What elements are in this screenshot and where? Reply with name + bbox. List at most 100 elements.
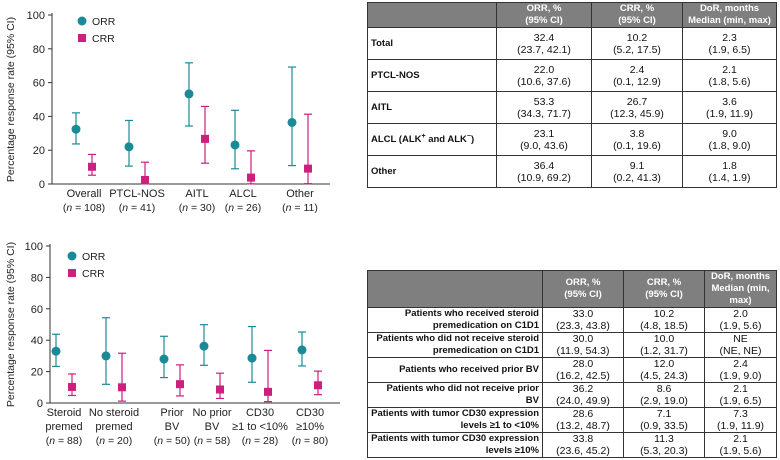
row-label: Patients who received prior BV: [367, 357, 543, 383]
row-label: Other: [367, 155, 497, 188]
x-category-n: (n = 50): [154, 435, 191, 447]
cell-crr: 10.0 (1.2, 31.7): [623, 332, 705, 358]
y-tick-label: 40: [31, 335, 43, 347]
orr-point: [101, 351, 111, 361]
orr-point: [230, 140, 240, 150]
x-category-label: ≥1 to <10%: [232, 421, 288, 433]
cell-dor: NE (NE, NE): [704, 332, 777, 358]
x-category-label: No prior: [192, 407, 231, 419]
table-header-blank: [367, 2, 497, 28]
header-orr: ORR, % (95% CI): [542, 270, 624, 308]
legend-crr-label: CRR: [82, 268, 105, 280]
row-label: Total: [367, 27, 497, 60]
cell-crr: 10.2 (4.8, 18.5): [623, 307, 705, 333]
cell-crr: 3.8 (0.1, 19.6): [591, 123, 683, 156]
cell-orr: 33.0 (23.3, 43.8): [542, 307, 624, 333]
cell-dor: 7.3 (1.9, 11.9): [704, 407, 777, 433]
y-tick-label: 20: [31, 367, 43, 379]
x-category-label: BV: [205, 421, 220, 433]
y-tick-label: 100: [27, 10, 45, 22]
y-tick-label: 40: [33, 111, 45, 123]
cell-orr: 23.1 (9.0, 43.6): [496, 123, 592, 156]
crr-point: [68, 382, 76, 391]
row-label: Patients who received steroid premedicat…: [367, 307, 543, 333]
legend-orr-label: ORR: [82, 251, 106, 263]
legend-orr-marker: [67, 251, 77, 261]
cell-crr: 26.7 (12.3, 45.9): [591, 91, 683, 124]
legend-orr-marker: [77, 16, 87, 26]
cell-orr: 36.2 (24.0, 49.9): [542, 382, 624, 408]
cell-orr: 28.6 (13.2, 48.7): [542, 407, 624, 433]
y-tick-label: 80: [31, 272, 43, 284]
cell-crr: 12.0 (4.5, 24.3): [623, 357, 705, 383]
cell-crr: 11.3 (5.3, 20.3): [623, 432, 705, 458]
x-category-label: ALCL: [229, 188, 257, 200]
orr-point: [247, 353, 257, 363]
x-category-label: premed: [95, 421, 132, 433]
x-category-n: (n = 26): [225, 202, 262, 214]
header-dor: DoR, months Median (min, max): [704, 270, 777, 308]
cell-crr: 9.1 (0.2, 41.3): [591, 155, 683, 188]
cell-dor: 9.0 (1.8, 9.0): [682, 123, 777, 156]
table-subgroup-results: ORR, % (95% CI) CRR, % (95% CI) DoR, mon…: [367, 270, 777, 458]
orr-point: [297, 345, 307, 355]
crr-point: [314, 381, 322, 390]
crr-point: [304, 164, 312, 173]
y-tick-label: 60: [31, 304, 43, 316]
orr-point: [287, 117, 297, 127]
header-dor: DoR, months Median (min, max): [682, 2, 777, 28]
cell-crr: 8.6 (2.9, 19.0): [623, 382, 705, 408]
table-header-row: ORR, % (95% CI) CRR, % (95% CI) DoR, mon…: [367, 2, 777, 28]
x-category-n: (n = 80): [292, 435, 329, 447]
cell-orr: 22.0 (10.6, 37.6): [496, 59, 592, 92]
table-subtype-results: ORR, % (95% CI) CRR, % (95% CI) DoR, mon…: [367, 2, 777, 188]
cell-dor: 2.3 (1.9, 6.5): [682, 27, 777, 60]
y-tick-label: 0: [39, 179, 45, 191]
table-row: Patients who did not receive prior BV 36…: [367, 382, 777, 408]
cell-dor: 2.4 (1.9, 9.0): [704, 357, 777, 383]
orr-point: [184, 89, 194, 99]
x-category-n: (n = 20): [96, 435, 133, 447]
table-row: PTCL-NOS 22.0 (10.6, 37.6) 2.4 (0.1, 12.9)…: [367, 59, 777, 92]
cell-orr: 33.8 (23.6, 45.2): [542, 432, 624, 458]
row-label: PTCL-NOS: [367, 59, 497, 92]
x-category-label: CD30: [296, 407, 324, 419]
row-label: Patients with tumor CD30 expression leve…: [367, 432, 543, 458]
crr-point: [141, 175, 149, 184]
table-row: Patients with tumor CD30 expression leve…: [367, 407, 777, 433]
table-row: ALCL (ALK+ and ALK−) 23.1 (9.0, 43.6) 3.8…: [367, 123, 777, 156]
cell-dor: 1.8 (1.4, 1.9): [682, 155, 777, 188]
table-row: Other 36.4 (10.9, 69.2) 9.1 (0.2, 41.3) 1.…: [367, 155, 777, 188]
orr-point: [159, 354, 169, 364]
legend-crr-marker: [78, 34, 86, 42]
cell-orr: 28.0 (16.2, 42.5): [542, 357, 624, 383]
crr-point: [216, 385, 224, 394]
x-category-label: CD30: [246, 407, 274, 419]
row-label: ALCL (ALK+ and ALK−): [367, 123, 497, 156]
legend-orr-label: ORR: [92, 16, 116, 28]
cell-crr: 7.1 (0.9, 33.5): [623, 407, 705, 433]
table-row: Patients with tumor CD30 expression leve…: [367, 432, 777, 458]
x-category-label: Other: [286, 188, 314, 200]
y-tick-label: 60: [33, 78, 45, 90]
header-crr: CRR, % (95% CI): [591, 2, 683, 28]
crr-point: [247, 173, 255, 182]
x-category-n: (n = 88): [46, 435, 83, 447]
crr-point: [264, 387, 272, 396]
legend-crr-label: CRR: [92, 33, 115, 45]
x-category-label: Prior: [160, 407, 184, 419]
x-category-label: Overall: [67, 188, 102, 200]
table-row: Patients who received steroid premedicat…: [367, 307, 777, 333]
table-row: AITL 53.3 (34.3, 71.7) 26.7 (12.3, 45.9) 3…: [367, 91, 777, 124]
header-crr: CRR, % (95% CI): [623, 270, 705, 308]
y-tick-label: 80: [33, 44, 45, 56]
table-header-row: ORR, % (95% CI) CRR, % (95% CI) DoR, mon…: [367, 270, 777, 308]
row-label: AITL: [367, 91, 497, 124]
crr-point: [176, 380, 184, 389]
orr-point: [199, 341, 209, 351]
legend-crr-marker: [68, 269, 76, 277]
x-category-n: (n = 41): [119, 202, 156, 214]
x-category-label: Steroid: [47, 407, 82, 419]
orr-point: [124, 142, 134, 152]
header-orr: ORR, % (95% CI): [496, 2, 592, 28]
